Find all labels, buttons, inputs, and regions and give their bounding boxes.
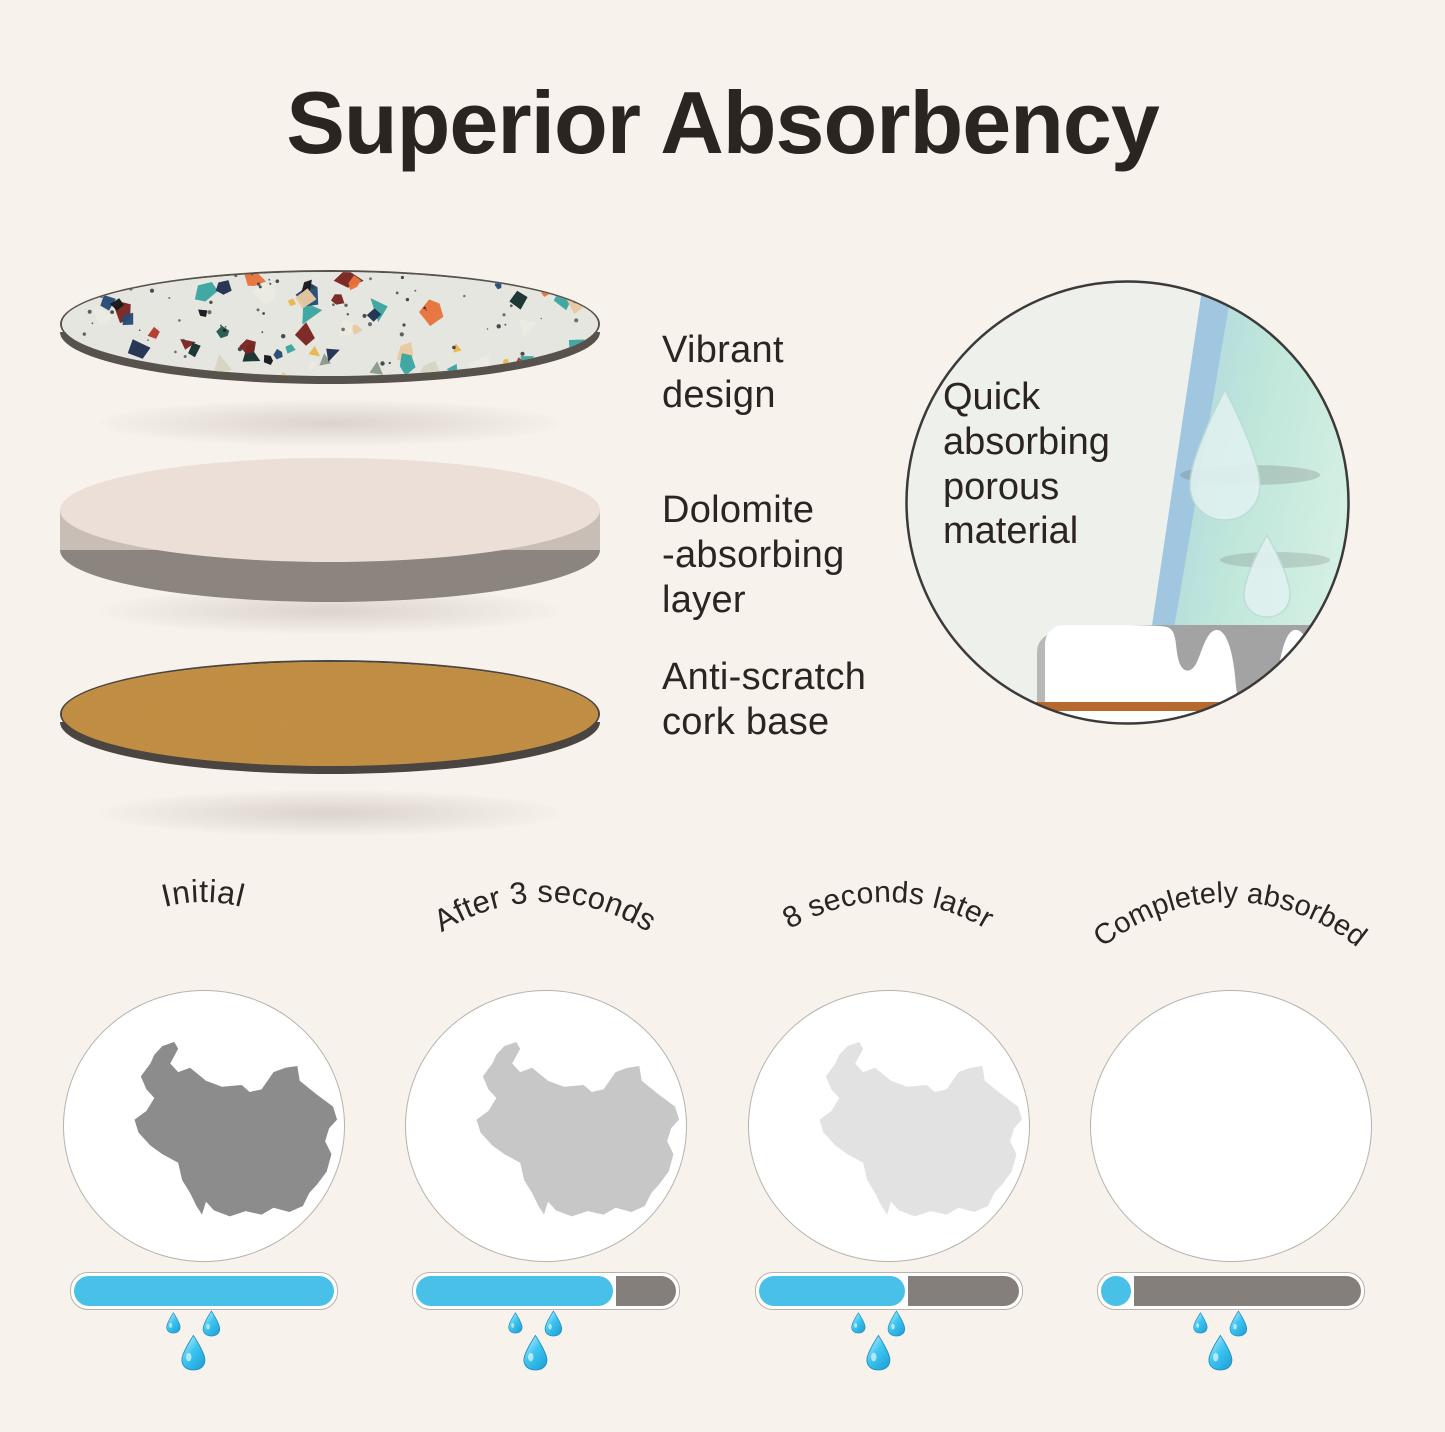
svg-text:Completely absorbed: Completely absorbed — [1088, 877, 1373, 953]
svg-text:8 seconds later: 8 seconds later — [777, 876, 999, 936]
svg-text:Initial: Initial — [158, 873, 249, 914]
svg-text:After 3 seconds: After 3 seconds — [428, 874, 663, 938]
